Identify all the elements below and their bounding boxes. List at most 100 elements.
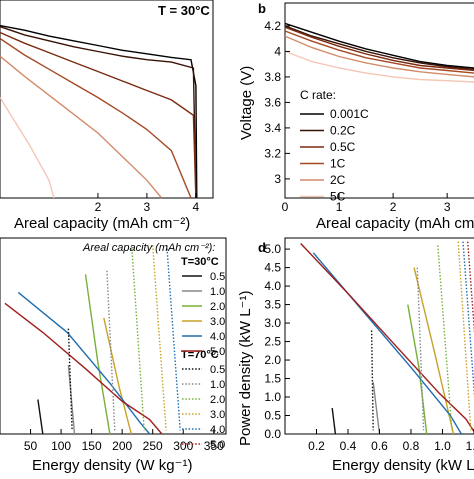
- panel-b-ytick-label: 4.2: [264, 19, 281, 33]
- panel-c-legend-70C-label: 5.0: [210, 439, 225, 451]
- panel-a-annotation: T = 30°C: [158, 3, 210, 18]
- panel-a-xtick-label: 2: [95, 200, 102, 214]
- panel-d-ytick-label: 4.5: [264, 261, 281, 275]
- panel-c-legend-70C-label: 1.0: [210, 379, 225, 391]
- panel-b: b 0 1 2 333.23.43.63.844.2 C rate: 0.001C0.…: [238, 1, 474, 232]
- panel-c-legend-title: Areal capacity (mAh cm⁻²):: [82, 242, 215, 254]
- panel-a-xtick-label: 4: [193, 200, 200, 214]
- panel-b-xlabel: Areal capacity (mAh cm⁻²): [316, 215, 474, 232]
- panel-c-legend-70C-label: 4.0: [210, 424, 225, 436]
- panel-b-legend-label: 0.001C: [330, 107, 369, 121]
- panel-c-frame: [0, 237, 227, 435]
- panel-d-xtick-label: 1.0: [434, 439, 451, 453]
- panel-d-30C-series-1.0: [372, 382, 381, 435]
- panel-c-legend-30C-label: 2.0: [210, 301, 225, 313]
- panel-d-xlabel: Energy density (kW L⁻¹): [332, 457, 474, 474]
- panel-d-xtick-label: 0.2: [308, 439, 325, 453]
- panel-d-ytick-label: 0.5: [264, 409, 281, 423]
- panel-c-xtick-label: 350: [204, 439, 224, 453]
- panel-b-legend-label: 0.2C: [330, 124, 356, 138]
- panel-b-ylabel: Voltage (V): [238, 66, 255, 140]
- panel-d-xtick-label: 0.4: [340, 439, 357, 453]
- panel-a: T = 30°C 2 3 4 Areal capacity (mAh cm⁻²): [0, 0, 214, 232]
- panel-d-xtick-label: 0.8: [403, 439, 420, 453]
- panel-a-ticks: 2 3 4: [95, 193, 200, 214]
- panel-c-xtick-label: 100: [51, 439, 71, 453]
- panel-c-legend-70C-label: 2.0: [210, 394, 225, 406]
- panel-a-xtick-label: 3: [144, 200, 151, 214]
- panel-c-70C-series-4.0: [166, 245, 181, 431]
- panel-b-ytick-label: 3.4: [264, 121, 281, 135]
- panel-c-70C-series-2.0: [131, 248, 145, 431]
- panel-a-series-1: [0, 25, 197, 199]
- panel-d-ytick-label: 4.0: [264, 279, 281, 293]
- panel-b-series-1C: [284, 30, 474, 74]
- panel-c-legend-30C-label: 3.0: [210, 316, 225, 328]
- panel-c-legend-30C-label: 4.0: [210, 331, 225, 343]
- panel-b-ytick-label: 3: [274, 172, 281, 186]
- panel-c-legend-group-30: T=30°C: [181, 256, 219, 268]
- panel-d-letter: d: [258, 240, 266, 255]
- panel-d-xtick-label: 1.2: [466, 439, 474, 453]
- panel-d: d 0.2 0.4 0.6 0.8 1.0 1.2 0.0 0.5 1.0 1.5 2.0 2.5 3.…: [237, 237, 474, 474]
- panel-c-30C-series-1.0: [67, 364, 76, 435]
- panel-c-30C-series-3.0: [103, 317, 132, 435]
- panel-c-xtick-label: 200: [112, 439, 132, 453]
- panel-d-70C-series-0.5: [370, 330, 374, 431]
- panel-c-30C-series-5.0: [4, 302, 163, 435]
- panel-d-ytick-label: 2.0: [264, 353, 281, 367]
- panel-d-70C-series-1.0: [416, 267, 425, 431]
- panel-b-legend-title: C rate:: [300, 88, 336, 102]
- panel-d-ticks: 0.2 0.4 0.6 0.8 1.0 1.2 0.0 0.5 1.0 1.5 2.0 2.5 3.0 3…: [264, 242, 474, 453]
- panel-b-ytick-label: 3.8: [264, 70, 281, 84]
- panel-d-ytick-label: 1.0: [264, 390, 281, 404]
- panel-b-series-0.5C: [284, 26, 474, 72]
- panel-a-series-5: [0, 97, 55, 199]
- panel-d-ytick-label: 2.5: [264, 335, 281, 349]
- panel-d-ylabel: Power density (kW L⁻¹): [237, 291, 254, 446]
- panel-a-series-2: [0, 31, 197, 199]
- panel-a-xlabel: Areal capacity (mAh cm⁻²): [14, 215, 190, 232]
- panel-b-letter: b: [258, 1, 266, 16]
- panel-c-xlabel: Energy density (W kg⁻¹): [32, 457, 192, 474]
- panel-b-ytick-label: 3.2: [264, 146, 281, 160]
- panel-d-ytick-label: 0.0: [264, 427, 281, 441]
- panel-b-ytick-label: 3.6: [264, 95, 281, 109]
- panel-c-30C-series-0.5: [37, 399, 44, 435]
- panel-b-legend: 0.001C 0.2C 0.5C 1C 2C 5C: [300, 107, 369, 204]
- panel-a-series-3: [0, 37, 192, 199]
- panel-d-ytick-label: 3.5: [264, 298, 281, 312]
- panel-c-legend-70C-label: 3.0: [210, 409, 225, 421]
- panel-b-legend-label: 0.5C: [330, 140, 356, 154]
- panel-b-series-0.001C: [284, 22, 474, 69]
- panel-c: 50 100 150 200 250 300 350 Areal capacity (mAh…: [0, 237, 227, 474]
- panel-d-ytick-label: 1.5: [264, 372, 281, 386]
- panel-c-legend-30C-label: 0.5: [210, 271, 225, 283]
- panel-d-frame: [284, 237, 474, 435]
- panel-d-70C-series-5.0: [467, 241, 474, 335]
- panel-b-legend-label: 5C: [330, 190, 346, 204]
- panel-c-lines: [4, 245, 181, 435]
- panel-c-legend-30C-label: 1.0: [210, 286, 225, 298]
- panel-c-70C-series-3.0: [152, 245, 167, 431]
- panel-c-30C-series-4.0: [17, 291, 151, 435]
- panel-d-30C-series-2.0: [407, 304, 428, 435]
- panel-a-lines: [0, 24, 198, 199]
- panel-b-ticks: 0 1 2 3 3 3.2 3.4 3.6 3.8 4 4.2: [264, 19, 451, 214]
- panel-d-30C-series-3.0: [413, 267, 455, 435]
- panel-b-series-2C: [284, 35, 474, 78]
- panel-d-ytick-label: 3.0: [264, 316, 281, 330]
- panel-d-70C-series-2.0: [437, 245, 453, 431]
- panel-d-lines: [300, 241, 474, 435]
- panel-b-legend-label: 2C: [330, 173, 346, 187]
- panel-a-series-4: [0, 55, 163, 199]
- panel-c-legend: 0.5 0.5 1.0 1.0 2.0 2.0 3.0 3.0 4.0 4.0 5.0 5.0: [182, 271, 225, 451]
- panel-c-xtick-label: 150: [82, 439, 102, 453]
- panel-c-legend-70C-label: 0.5: [210, 364, 225, 376]
- panel-c-70C-series-1.0: [106, 270, 116, 431]
- panel-c-xtick-label: 50: [24, 439, 38, 453]
- panel-d-70C-series-4.0: [462, 241, 474, 399]
- panel-d-xtick-label: 0.6: [371, 439, 388, 453]
- panel-d-ytick-label: 5.0: [264, 242, 281, 256]
